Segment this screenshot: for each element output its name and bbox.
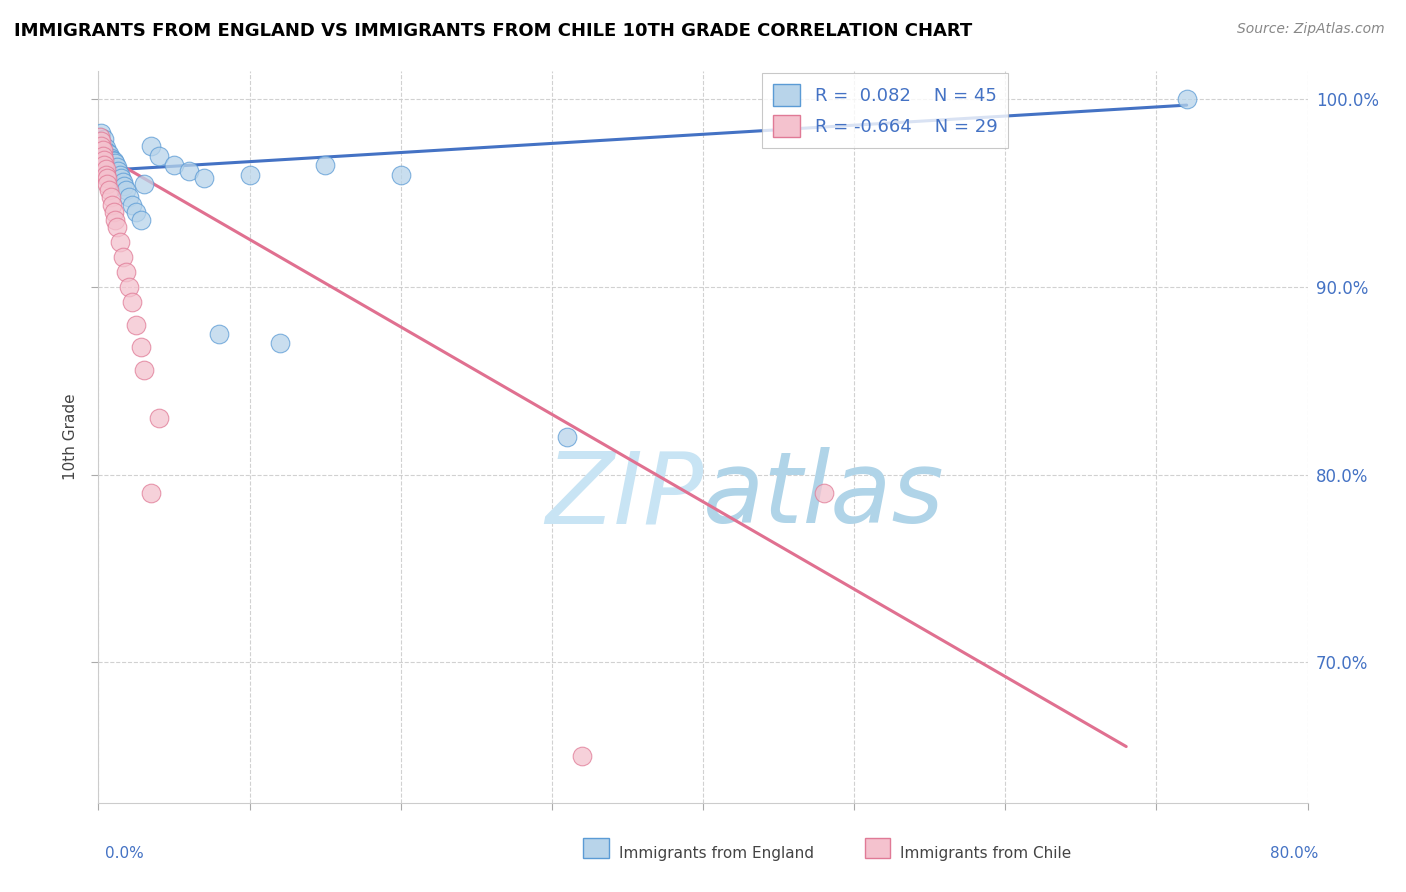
Point	[555, 430, 578, 444]
Point	[98, 147, 121, 161]
Point	[100, 151, 122, 165]
Point	[93, 147, 115, 161]
Point	[107, 163, 129, 178]
Text: atlas: atlas	[703, 447, 945, 544]
Point	[141, 139, 163, 153]
Text: Source: ZipAtlas.com: Source: ZipAtlas.com	[1237, 22, 1385, 37]
Point	[118, 280, 141, 294]
Text: IMMIGRANTS FROM ENGLAND VS IMMIGRANTS FROM CHILE 10TH GRADE CORRELATION CHART: IMMIGRANTS FROM ENGLAND VS IMMIGRANTS FR…	[14, 22, 973, 40]
Point	[111, 250, 134, 264]
Point	[148, 411, 170, 425]
Point	[179, 163, 201, 178]
Point	[118, 190, 141, 204]
Point	[90, 139, 112, 153]
Point	[193, 171, 215, 186]
Point	[125, 205, 148, 219]
Point	[91, 149, 114, 163]
Point	[104, 156, 127, 170]
Point	[125, 318, 148, 332]
Point	[91, 143, 114, 157]
Point	[105, 220, 128, 235]
Point	[1175, 93, 1198, 107]
Point	[93, 132, 115, 146]
Point	[208, 326, 231, 341]
Point	[129, 340, 152, 354]
Point	[91, 143, 114, 157]
Legend: R =  0.082    N = 45, R = -0.664    N = 29: R = 0.082 N = 45, R = -0.664 N = 29	[762, 73, 1008, 148]
Point	[90, 126, 112, 140]
Y-axis label: 10th Grade: 10th Grade	[63, 393, 79, 481]
Text: 0.0%: 0.0%	[105, 846, 145, 861]
Point	[93, 153, 115, 167]
Point	[96, 154, 118, 169]
Point	[101, 153, 124, 167]
Point	[91, 137, 114, 152]
Text: Immigrants from England: Immigrants from England	[619, 846, 814, 861]
Point	[108, 235, 131, 249]
Point	[96, 145, 118, 159]
Point	[571, 748, 593, 763]
Point	[90, 134, 112, 148]
Point	[94, 141, 117, 155]
Point	[104, 212, 127, 227]
Point	[114, 265, 136, 279]
Point	[111, 175, 134, 189]
Point	[98, 156, 121, 170]
Point	[100, 190, 122, 204]
Point	[110, 171, 132, 186]
Point	[114, 182, 136, 196]
Point	[112, 178, 135, 193]
Point	[132, 362, 155, 376]
Point	[96, 177, 118, 191]
Text: Immigrants from Chile: Immigrants from Chile	[900, 846, 1071, 861]
Point	[101, 197, 124, 211]
Point	[98, 182, 121, 196]
Point	[100, 160, 122, 174]
Point	[269, 336, 291, 351]
Point	[101, 161, 124, 176]
Text: ZIP: ZIP	[544, 447, 703, 544]
Point	[129, 212, 152, 227]
Point	[104, 166, 127, 180]
Point	[93, 158, 115, 172]
Point	[239, 168, 262, 182]
Point	[94, 151, 117, 165]
Point	[96, 171, 118, 186]
Point	[389, 168, 412, 182]
Point	[89, 130, 111, 145]
Point	[148, 149, 170, 163]
Point	[89, 130, 111, 145]
Point	[108, 168, 131, 182]
Point	[813, 486, 835, 500]
Point	[105, 160, 128, 174]
Point	[94, 161, 117, 176]
Point	[314, 158, 336, 172]
Point	[132, 177, 155, 191]
Point	[90, 134, 112, 148]
Point	[103, 163, 125, 178]
Point	[94, 168, 117, 182]
Point	[103, 154, 125, 169]
Text: 80.0%: 80.0%	[1271, 846, 1319, 861]
Point	[103, 205, 125, 219]
Point	[163, 158, 186, 172]
Point	[121, 197, 143, 211]
Point	[141, 486, 163, 500]
Point	[121, 295, 143, 310]
